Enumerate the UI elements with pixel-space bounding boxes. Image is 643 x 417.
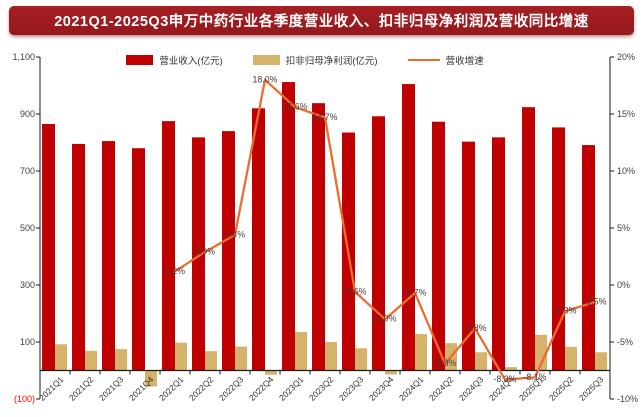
- x-axis-label: 2024Q3: [457, 374, 486, 403]
- net-profit-bar: [115, 349, 127, 371]
- growth-point-label: -3.0%: [374, 314, 397, 324]
- right-axis-tick-label: 0%: [617, 280, 630, 290]
- x-axis-label: 2021Q3: [97, 374, 126, 403]
- x-axis-label: 2021Q4: [127, 374, 156, 403]
- revenue-bar-swatch-icon: [126, 55, 154, 65]
- revenue-bar: [582, 145, 595, 371]
- net-profit-bar: [535, 334, 547, 371]
- growth-point-label: -1.5%: [584, 297, 607, 307]
- right-axis-tick-label: 15%: [617, 109, 635, 119]
- right-axis-tick-label: 10%: [617, 166, 635, 176]
- net-profit-bar: [175, 342, 187, 371]
- right-axis-tick-label: 5%: [617, 223, 630, 233]
- growth-point-label: -8.3%: [494, 374, 517, 384]
- x-axis-label: 2021Q2: [67, 374, 96, 403]
- x-axis-label: 2024Q1: [397, 374, 426, 403]
- right-axis-tick-label: -5%: [617, 337, 633, 347]
- x-axis-label: 2025Q2: [547, 374, 576, 403]
- net-profit-bar: [595, 352, 607, 371]
- left-axis-tick-label: 300: [20, 280, 35, 290]
- net-profit-bar: [85, 350, 97, 371]
- x-axis-label: 2022Q4: [247, 374, 276, 403]
- net-profit-bar: [475, 352, 487, 371]
- left-axis-tick-label: 100: [20, 337, 35, 347]
- growth-point-label: 14.7%: [313, 112, 338, 122]
- revenue-bar: [552, 127, 565, 371]
- net-profit-bar-swatch-icon: [252, 55, 280, 65]
- right-axis-tick-label: -10%: [617, 394, 638, 404]
- net-profit-bar: [565, 346, 577, 371]
- revenue-bar: [162, 121, 175, 371]
- revenue-bar: [282, 82, 295, 371]
- chart-title: 2021Q1-2025Q3申万中药行业各季度营业收入、扣非归母净利润及营收同比增…: [54, 14, 589, 30]
- revenue-bar: [132, 148, 145, 371]
- legend-label-growth: 营收增速: [445, 56, 484, 67]
- left-axis-tick-label: (100): [14, 394, 35, 404]
- revenue-bar: [432, 121, 445, 371]
- net-profit-bar: [355, 348, 367, 371]
- growth-line: [173, 78, 597, 381]
- revenue-bar: [72, 143, 85, 371]
- growth-point-label: 4.4%: [225, 229, 245, 239]
- revenue-bar: [492, 137, 505, 371]
- net-profit-bar: [325, 342, 337, 371]
- net-profit-bar: [295, 332, 307, 371]
- growth-point-label: 18.0%: [253, 74, 278, 84]
- legend: 营业收入(亿元) 扣非归母净利润(亿元) 营收增速: [0, 52, 610, 68]
- revenue-bar: [42, 123, 55, 371]
- growth-point-label: -6.9%: [434, 358, 457, 368]
- net-profit-bar: [265, 370, 277, 375]
- net-profit-bar: [385, 370, 397, 375]
- revenue-bar: [192, 137, 205, 371]
- net-profit-bar: [205, 351, 217, 371]
- left-axis-tick-label: 700: [20, 166, 35, 176]
- legend-label-revenue: 营业收入(亿元): [159, 56, 223, 67]
- legend-item-revenue: 营业收入(亿元): [126, 53, 223, 67]
- growth-point-label: -0.7%: [404, 287, 427, 297]
- x-axis-label: 2023Q2: [307, 374, 336, 403]
- growth-point-label: -2.3%: [554, 306, 577, 316]
- revenue-bar: [102, 141, 115, 371]
- revenue-bar: [522, 107, 535, 371]
- revenue-bar: [222, 131, 235, 371]
- x-axis-label: 2023Q3: [337, 374, 366, 403]
- legend-label-net-profit: 扣非归母净利润(亿元): [285, 56, 378, 67]
- growth-point-label: 15.6%: [283, 102, 308, 112]
- net-profit-bar: [415, 334, 427, 371]
- growth-point-label: -0.6%: [344, 286, 367, 296]
- x-axis-label: 2025Q3: [577, 374, 606, 403]
- x-axis-label: 2022Q3: [217, 374, 246, 403]
- net-profit-bar: [505, 367, 517, 371]
- legend-item-net-profit: 扣非归母净利润(亿元): [252, 53, 378, 67]
- x-axis-label: 2023Q1: [277, 374, 306, 403]
- x-axis-label: 2024Q2: [427, 374, 456, 403]
- chart-title-banner: 2021Q1-2025Q3申万中药行业各季度营业收入、扣非归母净利润及营收同比增…: [9, 6, 634, 35]
- legend-item-growth: 营收增速: [407, 53, 484, 67]
- net-profit-bar: [55, 344, 67, 371]
- net-profit-bar: [145, 370, 157, 387]
- revenue-bar: [372, 116, 385, 371]
- revenue-bar: [252, 108, 265, 371]
- x-axis-label: 2022Q2: [187, 374, 216, 403]
- revenue-bar: [402, 84, 415, 371]
- growth-point-label: -8.1%: [524, 372, 547, 382]
- left-axis-tick-label: 1,100: [12, 52, 35, 62]
- net-profit-bar: [235, 346, 247, 371]
- x-axis-label: 2022Q1: [157, 374, 186, 403]
- left-axis-tick-label: 900: [20, 109, 35, 119]
- growth-point-label: 2.9%: [195, 246, 215, 256]
- growth-line-swatch-icon: [407, 59, 440, 61]
- x-axis-label: 2023Q4: [367, 374, 396, 403]
- x-axis-label: 2021Q1: [37, 374, 66, 403]
- right-axis-tick-label: 20%: [617, 52, 635, 62]
- left-axis-tick-label: 500: [20, 223, 35, 233]
- revenue-bar: [312, 103, 325, 371]
- growth-point-label: -3.8%: [464, 323, 487, 333]
- growth-point-label: 1.2%: [165, 266, 185, 276]
- revenue-bar: [462, 141, 475, 371]
